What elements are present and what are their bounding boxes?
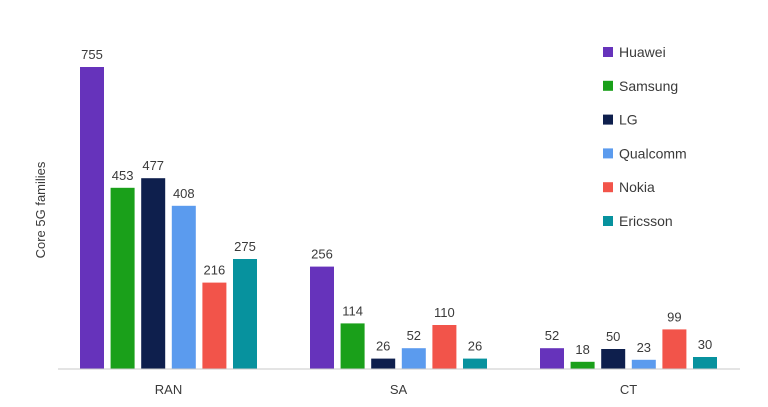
bars-layer bbox=[80, 67, 717, 369]
value-label-ct-nokia: 99 bbox=[667, 309, 681, 324]
value-label-ct-huawei: 52 bbox=[545, 328, 559, 343]
bar-ran-nokia bbox=[202, 282, 227, 369]
value-label-ct-ericsson: 30 bbox=[698, 337, 712, 352]
value-labels-layer: 755 453 477 408 216 275 256 114 26 52 110 26 52 18 50 2… bbox=[81, 47, 712, 357]
bar-ran-qualcomm bbox=[171, 205, 196, 369]
category-labels-layer: RAN SA CT bbox=[155, 382, 637, 397]
bar-sa-samsung bbox=[340, 323, 365, 369]
bar-sa-nokia bbox=[432, 325, 457, 369]
value-label-sa-qualcomm: 52 bbox=[407, 328, 421, 343]
legend-swatch-huawei bbox=[603, 47, 613, 57]
legend-swatch-qualcomm bbox=[603, 148, 613, 159]
bar-ct-samsung bbox=[570, 361, 595, 369]
bar-ran-lg bbox=[141, 178, 166, 369]
value-label-sa-ericsson: 26 bbox=[468, 339, 482, 354]
y-axis-label: Core 5G families bbox=[33, 161, 48, 258]
legend-swatch-nokia bbox=[603, 182, 613, 193]
legend-swatch-samsung bbox=[603, 80, 613, 91]
bar-sa-ericsson bbox=[463, 358, 487, 369]
bar-sa-huawei bbox=[310, 266, 334, 369]
value-label-ran-huawei: 755 bbox=[81, 47, 103, 62]
value-label-sa-samsung: 114 bbox=[342, 303, 363, 318]
bar-ran-ericsson bbox=[233, 259, 257, 369]
value-label-ran-samsung: 453 bbox=[112, 168, 134, 183]
bar-ct-lg bbox=[601, 349, 626, 369]
legend: Huawei Samsung LG Qualcomm Nokia Ericsson bbox=[603, 44, 687, 229]
value-label-ct-lg: 50 bbox=[606, 329, 620, 344]
legend-label-samsung: Samsung bbox=[619, 78, 678, 94]
value-label-ct-qualcomm: 23 bbox=[637, 340, 651, 355]
legend-label-ericsson: Ericsson bbox=[619, 213, 673, 229]
value-label-sa-huawei: 256 bbox=[311, 247, 333, 262]
legend-label-huawei: Huawei bbox=[619, 44, 666, 60]
value-label-sa-lg: 26 bbox=[376, 339, 390, 354]
category-label-ran: RAN bbox=[155, 382, 182, 397]
bar-ran-samsung bbox=[110, 187, 135, 369]
bar-ct-ericsson bbox=[693, 357, 717, 369]
bar-ran-huawei bbox=[80, 67, 104, 369]
category-label-sa: SA bbox=[390, 382, 408, 397]
legend-label-nokia: Nokia bbox=[619, 179, 655, 195]
bar-sa-qualcomm bbox=[401, 348, 426, 369]
bar-ct-huawei bbox=[540, 348, 564, 369]
bar-sa-lg bbox=[371, 358, 396, 369]
bar-ct-nokia bbox=[662, 329, 687, 369]
legend-swatch-lg bbox=[603, 114, 613, 125]
value-label-ran-qualcomm: 408 bbox=[173, 186, 195, 201]
value-label-sa-nokia: 110 bbox=[434, 305, 455, 320]
value-label-ct-samsung: 18 bbox=[575, 342, 589, 357]
value-label-ran-ericsson: 275 bbox=[234, 239, 256, 254]
category-label-ct: CT bbox=[620, 382, 637, 397]
legend-swatch-ericsson bbox=[603, 216, 613, 226]
value-label-ran-nokia: 216 bbox=[204, 263, 226, 278]
value-label-ran-lg: 477 bbox=[142, 158, 164, 173]
legend-label-lg: LG bbox=[619, 112, 638, 128]
bar-ct-qualcomm bbox=[631, 359, 656, 369]
legend-label-qualcomm: Qualcomm bbox=[619, 145, 687, 161]
